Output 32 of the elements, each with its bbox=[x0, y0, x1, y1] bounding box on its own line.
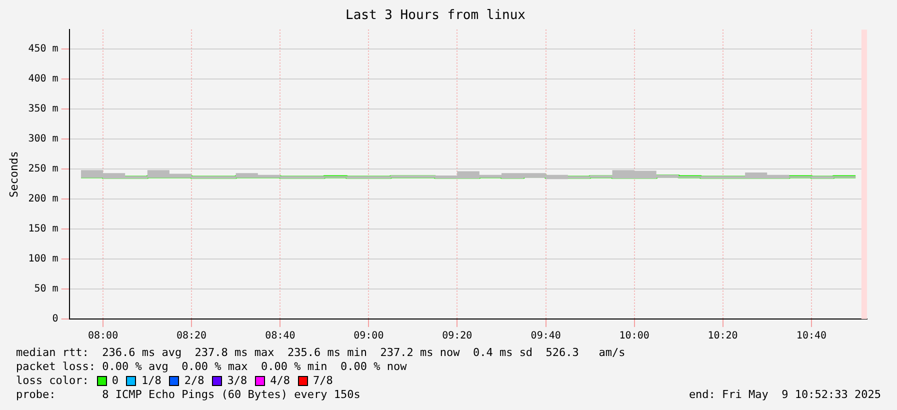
y-tick-label: 200 m bbox=[28, 194, 58, 205]
legend-title: loss color: bbox=[16, 374, 89, 387]
y-tick-label: 300 m bbox=[28, 133, 58, 144]
legend-label: 7/8 bbox=[312, 374, 333, 387]
chart-title: Last 3 Hours from linux bbox=[345, 8, 526, 24]
x-tick-label: 09:20 bbox=[442, 330, 472, 342]
x-tick-label: 08:00 bbox=[88, 330, 118, 342]
y-tick-label: 0 bbox=[52, 314, 58, 325]
legend-label: 1/8 bbox=[141, 374, 162, 387]
legend-label: 3/8 bbox=[227, 374, 248, 387]
x-tick-label: 09:40 bbox=[530, 330, 561, 342]
y-tick-label: 400 m bbox=[28, 73, 58, 84]
x-tick-label: 10:40 bbox=[796, 330, 827, 342]
y-tick-label: 250 m bbox=[28, 163, 58, 174]
text: packet loss: 0.00 % avg 0.00 % max 0.00 % min 0.00 % now bbox=[16, 360, 408, 374]
text: end: Fri May 9 10:52:33 2025 bbox=[688, 388, 881, 402]
x-tick-label: 08:40 bbox=[265, 330, 296, 342]
text: median rtt: 236.6 ms avg 237.8 ms max 235.6 ms min 237.2 ms now 0.4 ms sd 526.3 am/s bbox=[16, 346, 626, 360]
y-axis-title: Seconds bbox=[7, 151, 20, 198]
y-tick-label: 450 m bbox=[28, 43, 58, 54]
y-tick-label: 100 m bbox=[28, 254, 58, 265]
x-tick-label: 09:00 bbox=[354, 330, 384, 342]
text: probe: 8 ICMP Echo Pings (60 Bytes) every 150s bbox=[16, 388, 360, 401]
legend-label: 2/8 bbox=[184, 374, 204, 387]
x-tick-label: 08:20 bbox=[176, 330, 207, 342]
x-tick-label: 10:00 bbox=[619, 330, 650, 342]
y-tick-label: 50 m bbox=[34, 284, 58, 295]
y-tick-label: 350 m bbox=[28, 103, 58, 114]
legend-label: 0 bbox=[112, 374, 118, 387]
x-tick-label: 10:20 bbox=[708, 330, 738, 342]
legend-label: 4/8 bbox=[270, 374, 290, 387]
y-tick-label: 150 m bbox=[28, 224, 58, 235]
